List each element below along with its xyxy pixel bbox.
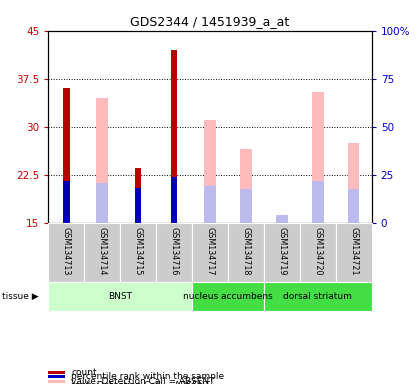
Bar xyxy=(63,181,69,223)
Bar xyxy=(135,187,142,223)
Bar xyxy=(240,149,252,223)
Text: percentile rank within the sample: percentile rank within the sample xyxy=(71,372,225,381)
Text: GSM134720: GSM134720 xyxy=(313,227,322,276)
Bar xyxy=(48,380,65,383)
Text: tissue ▶: tissue ▶ xyxy=(2,292,39,301)
Bar xyxy=(192,223,228,282)
Bar xyxy=(348,189,360,223)
Text: GSM134714: GSM134714 xyxy=(98,227,107,276)
Text: value, Detection Call = ABSENT: value, Detection Call = ABSENT xyxy=(71,377,215,384)
Bar xyxy=(336,223,372,282)
Text: GSM134717: GSM134717 xyxy=(205,227,215,276)
Bar xyxy=(204,185,216,223)
Bar xyxy=(171,177,177,223)
Text: GSM134718: GSM134718 xyxy=(241,227,250,276)
Text: count: count xyxy=(71,368,97,377)
Bar xyxy=(156,223,192,282)
Bar xyxy=(48,282,192,311)
Text: BNST: BNST xyxy=(108,292,132,301)
Bar xyxy=(312,91,323,223)
Bar xyxy=(228,223,264,282)
Bar xyxy=(300,223,336,282)
Bar xyxy=(192,282,264,311)
Bar xyxy=(264,223,300,282)
Bar xyxy=(264,282,372,311)
Text: nucleus accumbens: nucleus accumbens xyxy=(183,292,273,301)
Bar xyxy=(240,189,252,223)
Text: GSM134721: GSM134721 xyxy=(349,227,358,276)
Text: GSM134716: GSM134716 xyxy=(170,227,178,276)
Bar xyxy=(276,215,288,223)
Text: rank, Detection Call = ABSENT: rank, Detection Call = ABSENT xyxy=(71,381,210,384)
Bar xyxy=(97,98,108,223)
Title: GDS2344 / 1451939_a_at: GDS2344 / 1451939_a_at xyxy=(130,15,290,28)
Bar xyxy=(48,376,65,379)
Bar xyxy=(348,143,360,223)
Bar xyxy=(135,168,142,223)
Bar xyxy=(312,181,323,223)
Bar xyxy=(84,223,120,282)
Text: GSM134719: GSM134719 xyxy=(277,227,286,276)
Bar xyxy=(97,183,108,223)
Text: GSM134715: GSM134715 xyxy=(134,227,143,276)
Bar xyxy=(48,371,65,374)
Bar xyxy=(63,88,69,223)
Bar xyxy=(171,50,177,223)
Text: GSM134713: GSM134713 xyxy=(62,227,71,276)
Bar xyxy=(120,223,156,282)
Text: dorsal striatum: dorsal striatum xyxy=(284,292,352,301)
Bar xyxy=(204,120,216,223)
Bar xyxy=(48,223,84,282)
